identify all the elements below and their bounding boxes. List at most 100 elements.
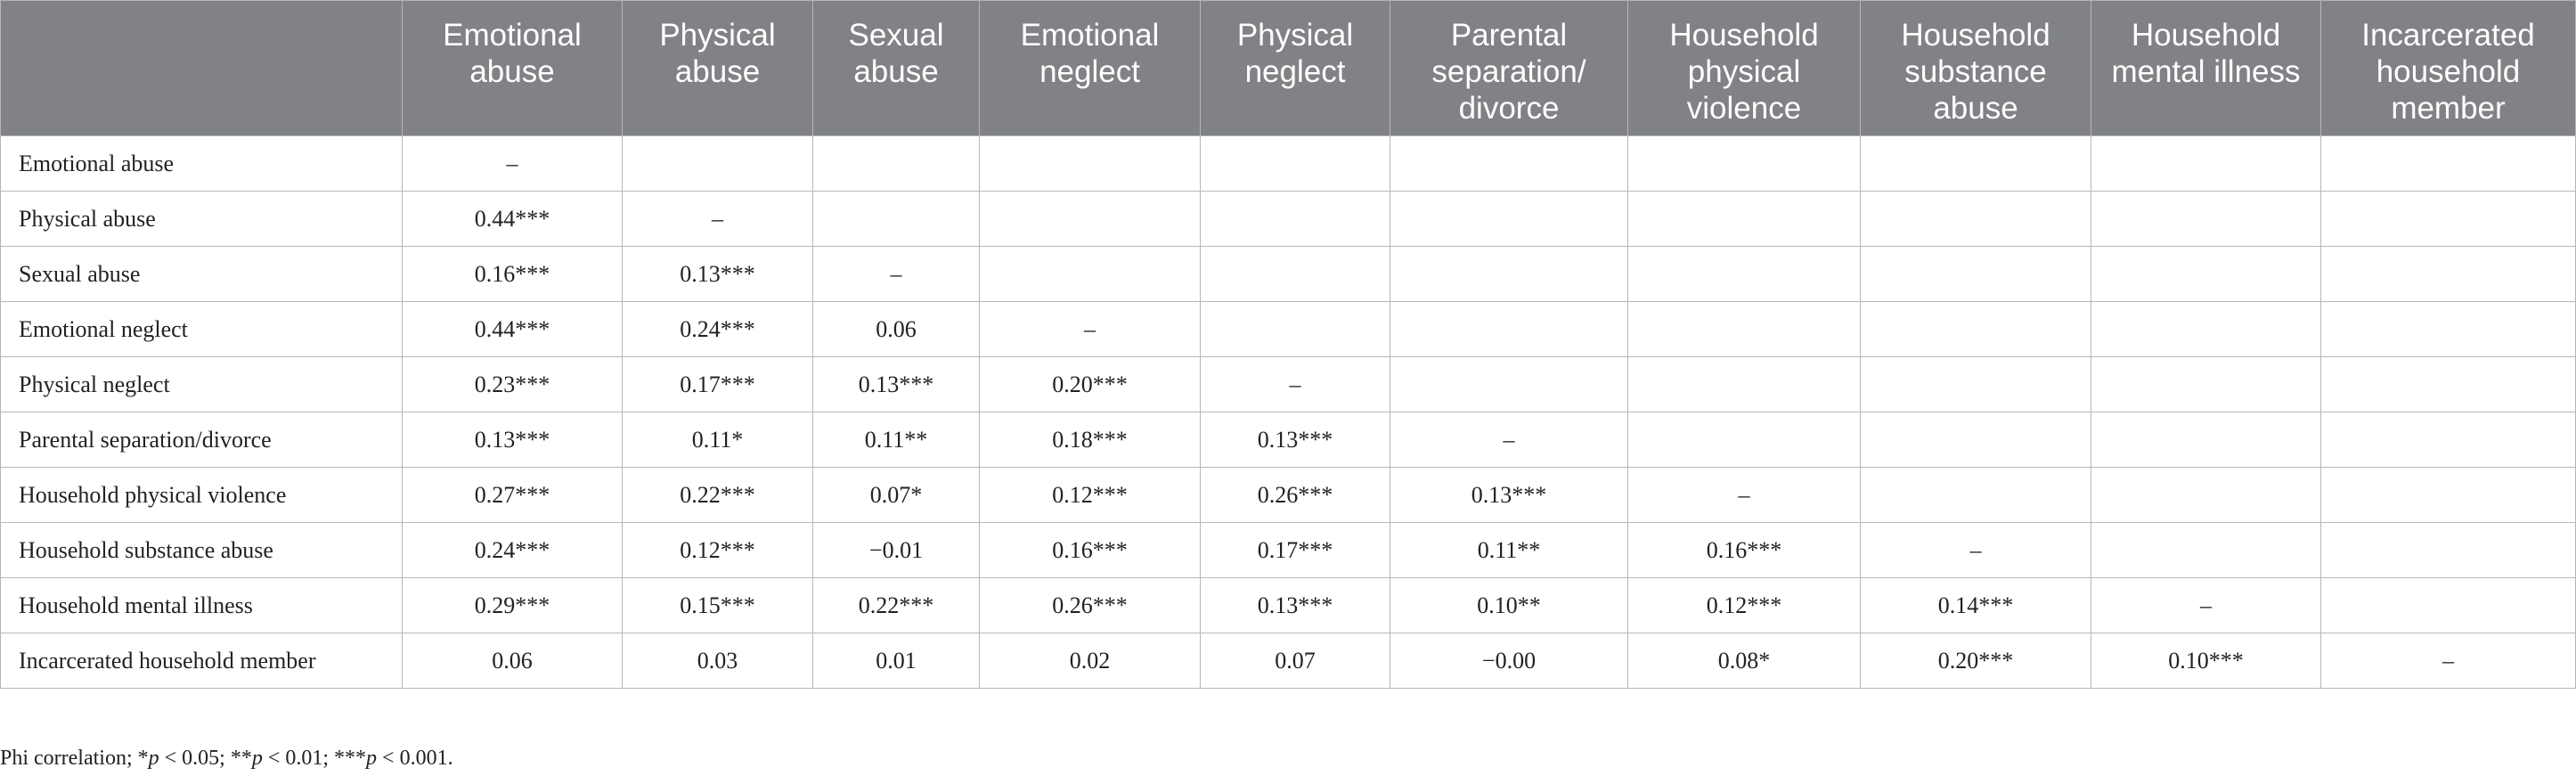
column-header: Emotional neglect — [979, 0, 1201, 136]
column-header: Physical abuse — [622, 0, 813, 136]
correlation-cell: 0.13*** — [1200, 577, 1390, 633]
correlation-cell — [1627, 356, 1861, 412]
correlation-cell — [2091, 191, 2321, 247]
table-body: Emotional abuse – Physical abuse 0.44*** – Se… — [0, 135, 2576, 689]
correlation-cell — [2320, 191, 2576, 247]
footnote-prefix: Phi correlation; * — [0, 747, 149, 770]
correlation-cell — [2320, 135, 2576, 192]
row-label: Physical abuse — [0, 191, 403, 247]
table-footnote: Phi correlation; *p < 0.05; **p < 0.01; … — [0, 747, 453, 771]
correlation-cell — [1860, 467, 2091, 523]
correlation-cell: 0.26*** — [1200, 467, 1390, 523]
correlation-cell — [1390, 135, 1628, 192]
correlation-cell: 0.06 — [402, 633, 623, 689]
correlation-cell — [2320, 301, 2576, 357]
correlation-cell — [1390, 246, 1628, 302]
table-row: Physical abuse 0.44*** – — [0, 191, 2576, 247]
correlation-cell: 0.13*** — [1390, 467, 1628, 523]
correlation-cell: −0.01 — [812, 522, 980, 578]
correlation-cell: 0.13*** — [812, 356, 980, 412]
correlation-cell — [1860, 412, 2091, 468]
correlation-cell: – — [812, 246, 980, 302]
correlation-cell — [1860, 301, 2091, 357]
footnote-p1: p — [148, 747, 159, 770]
correlation-cell: 0.29*** — [402, 577, 623, 633]
table-row: Household substance abuse 0.24*** 0.12*** −… — [0, 522, 2576, 578]
correlation-cell — [1860, 135, 2091, 192]
footnote-p3: p — [366, 747, 378, 770]
row-label: Sexual abuse — [0, 246, 403, 302]
row-label: Parental separation/divorce — [0, 412, 403, 468]
table-row: Household mental illness 0.29*** 0.15*** 0.… — [0, 577, 2576, 633]
correlation-cell — [2091, 246, 2321, 302]
phi-correlation-table: Emotional abuse Physical abuse Sexual abus… — [0, 0, 2576, 689]
row-label: Household physical violence — [0, 467, 403, 523]
correlation-cell — [1390, 301, 1628, 357]
correlation-cell: −0.00 — [1390, 633, 1628, 689]
correlation-cell: 0.13*** — [402, 412, 623, 468]
correlation-cell: – — [979, 301, 1201, 357]
correlation-cell: 0.16*** — [402, 246, 623, 302]
correlation-cell — [979, 246, 1201, 302]
correlation-cell: 0.24*** — [622, 301, 813, 357]
footnote-t1: < 0.05; ** — [159, 747, 252, 770]
correlation-cell: 0.10** — [1390, 577, 1628, 633]
correlation-cell — [2091, 522, 2321, 578]
row-label: Household mental illness — [0, 577, 403, 633]
table-row: Incarcerated household member 0.06 0.03 0.0… — [0, 633, 2576, 689]
table-row: Sexual abuse 0.16*** 0.13*** – — [0, 246, 2576, 302]
correlation-cell — [1860, 356, 2091, 412]
correlation-cell — [1200, 191, 1390, 247]
column-header: Household substance abuse — [1860, 0, 2091, 136]
column-header: Household mental illness — [2091, 0, 2321, 136]
correlation-cell: – — [1200, 356, 1390, 412]
correlation-cell: 0.07 — [1200, 633, 1390, 689]
correlation-cell: 0.14*** — [1860, 577, 2091, 633]
correlation-cell — [1200, 135, 1390, 192]
correlation-cell: 0.20*** — [1860, 633, 2091, 689]
correlation-cell — [979, 135, 1201, 192]
header-corner — [0, 0, 403, 136]
correlation-cell — [1390, 191, 1628, 247]
correlation-cell: 0.13*** — [1200, 412, 1390, 468]
correlation-cell: 0.44*** — [402, 191, 623, 247]
correlation-cell — [812, 191, 980, 247]
correlation-cell — [2320, 577, 2576, 633]
correlation-cell: 0.22*** — [812, 577, 980, 633]
correlation-cell — [1390, 356, 1628, 412]
table-header: Emotional abuse Physical abuse Sexual abus… — [0, 0, 2576, 136]
column-header: Household physical violence — [1627, 0, 1861, 136]
correlation-cell: 0.23*** — [402, 356, 623, 412]
correlation-cell — [1860, 191, 2091, 247]
correlation-cell: 0.16*** — [979, 522, 1201, 578]
table-row: Emotional abuse – — [0, 135, 2576, 192]
correlation-cell: 0.11** — [1390, 522, 1628, 578]
correlation-cell — [2320, 467, 2576, 523]
correlation-cell: 0.18*** — [979, 412, 1201, 468]
column-header: Incarcerated household member — [2320, 0, 2576, 136]
correlation-cell: 0.11* — [622, 412, 813, 468]
correlation-cell: – — [2320, 633, 2576, 689]
correlation-cell — [2091, 135, 2321, 192]
correlation-cell: 0.44*** — [402, 301, 623, 357]
correlation-cell: 0.01 — [812, 633, 980, 689]
column-header: Physical neglect — [1200, 0, 1390, 136]
correlation-cell: 0.12*** — [1627, 577, 1861, 633]
correlation-cell — [2091, 467, 2321, 523]
row-label: Incarcerated household member — [0, 633, 403, 689]
footnote-t3: < 0.001. — [377, 747, 453, 770]
correlation-cell — [2091, 412, 2321, 468]
correlation-cell — [2320, 246, 2576, 302]
table-row: Emotional neglect 0.44*** 0.24*** 0.06– — [0, 301, 2576, 357]
correlation-cell — [622, 135, 813, 192]
correlation-cell: – — [402, 135, 623, 192]
correlation-cell — [979, 191, 1201, 247]
correlation-cell: 0.03 — [622, 633, 813, 689]
correlation-cell: 0.20*** — [979, 356, 1201, 412]
header-row: Emotional abuse Physical abuse Sexual abus… — [0, 0, 2576, 136]
correlation-cell — [2320, 412, 2576, 468]
column-header: Parental separation/ divorce — [1390, 0, 1628, 136]
correlation-cell — [1860, 246, 2091, 302]
footnote-p2: p — [251, 747, 263, 770]
table-row: Physical neglect 0.23*** 0.17*** 0.13*** 0.2… — [0, 356, 2576, 412]
